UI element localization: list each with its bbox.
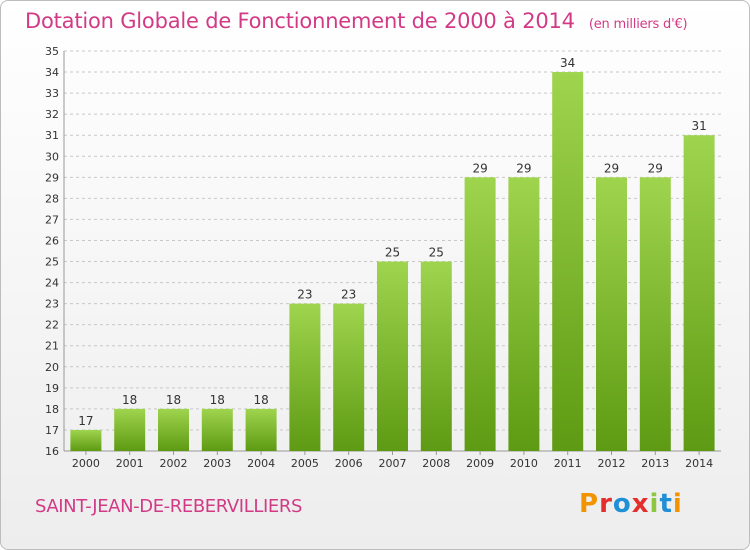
x-tick-label: 2003	[203, 457, 231, 470]
chart-subtitle: (en milliers d'€)	[588, 17, 688, 32]
y-tick-label: 18	[45, 403, 59, 416]
y-tick-label: 25	[45, 256, 59, 269]
y-tick-label: 23	[45, 298, 59, 311]
logo-letter: P	[579, 489, 600, 519]
x-tick-label: 2004	[247, 457, 275, 470]
logo-letter: x	[631, 489, 650, 519]
data-label: 18	[210, 393, 225, 407]
data-label: 18	[253, 393, 268, 407]
y-tick-label: 21	[45, 340, 59, 353]
y-tick-label: 20	[45, 361, 59, 374]
y-tick-label: 26	[45, 234, 59, 247]
town-name: SAINT-JEAN-DE-REBERVILLIERS	[35, 496, 302, 517]
data-label: 29	[648, 161, 663, 175]
x-tick-label: 2009	[466, 457, 494, 470]
bar	[158, 408, 189, 451]
y-tick-label: 22	[45, 319, 59, 332]
data-label: 18	[122, 393, 137, 407]
y-tick-label: 29	[45, 171, 59, 184]
x-tick-label: 2014	[685, 457, 713, 470]
logo-letter: i	[672, 489, 683, 519]
data-label: 25	[429, 246, 444, 260]
data-label: 29	[472, 161, 487, 175]
bar	[114, 408, 146, 451]
bar	[377, 261, 408, 451]
proxiti-logo: Proxiti	[579, 489, 683, 519]
y-tick-label: 33	[45, 87, 59, 100]
data-label: 34	[560, 56, 575, 70]
y-tick-label: 19	[45, 382, 59, 395]
bar	[552, 72, 584, 451]
x-tick-label: 2006	[335, 457, 363, 470]
y-tick-label: 16	[45, 445, 59, 458]
data-label: 23	[297, 288, 312, 302]
y-tick-label: 17	[45, 424, 59, 437]
y-tick-label: 30	[45, 150, 59, 163]
x-tick-label: 2013	[641, 457, 669, 470]
y-tick-label: 34	[45, 66, 59, 79]
x-tick-label: 2012	[598, 457, 626, 470]
x-tick-label: 2011	[554, 457, 582, 470]
x-tick-label: 2001	[116, 457, 144, 470]
bar	[245, 408, 277, 451]
logo-letter: t	[659, 489, 673, 519]
x-tick-label: 2005	[291, 457, 319, 470]
bar	[333, 303, 365, 451]
data-label: 18	[166, 393, 181, 407]
y-tick-label: 32	[45, 108, 59, 121]
bar	[596, 177, 627, 451]
x-tick-label: 2007	[379, 457, 407, 470]
data-label: 29	[516, 161, 531, 175]
logo-letter: i	[649, 489, 660, 519]
x-tick-label: 2000	[72, 457, 100, 470]
data-label: 23	[341, 288, 356, 302]
y-tick-label: 27	[45, 213, 59, 226]
x-tick-label: 2010	[510, 457, 538, 470]
logo-letter: r	[599, 489, 613, 519]
bar	[420, 261, 452, 451]
logo-letter: o	[612, 489, 632, 519]
bar	[464, 177, 496, 451]
y-tick-label: 35	[45, 45, 59, 58]
bar	[70, 429, 102, 451]
bar	[289, 303, 321, 451]
y-tick-label: 24	[45, 277, 59, 290]
x-tick-label: 2008	[422, 457, 450, 470]
bar	[201, 408, 233, 451]
data-label: 17	[78, 414, 93, 428]
data-label: 31	[691, 119, 706, 133]
bar	[639, 177, 671, 451]
x-tick-label: 2002	[160, 457, 188, 470]
data-label: 25	[385, 246, 400, 260]
y-tick-label: 28	[45, 192, 59, 205]
chart-title: Dotation Globale de Fonctionnement de 20…	[25, 9, 688, 33]
chart-title-text: Dotation Globale de Fonctionnement de 20…	[25, 9, 575, 33]
bar	[508, 177, 540, 451]
bar	[683, 135, 715, 452]
y-tick-label: 31	[45, 129, 59, 142]
data-label: 29	[604, 161, 619, 175]
